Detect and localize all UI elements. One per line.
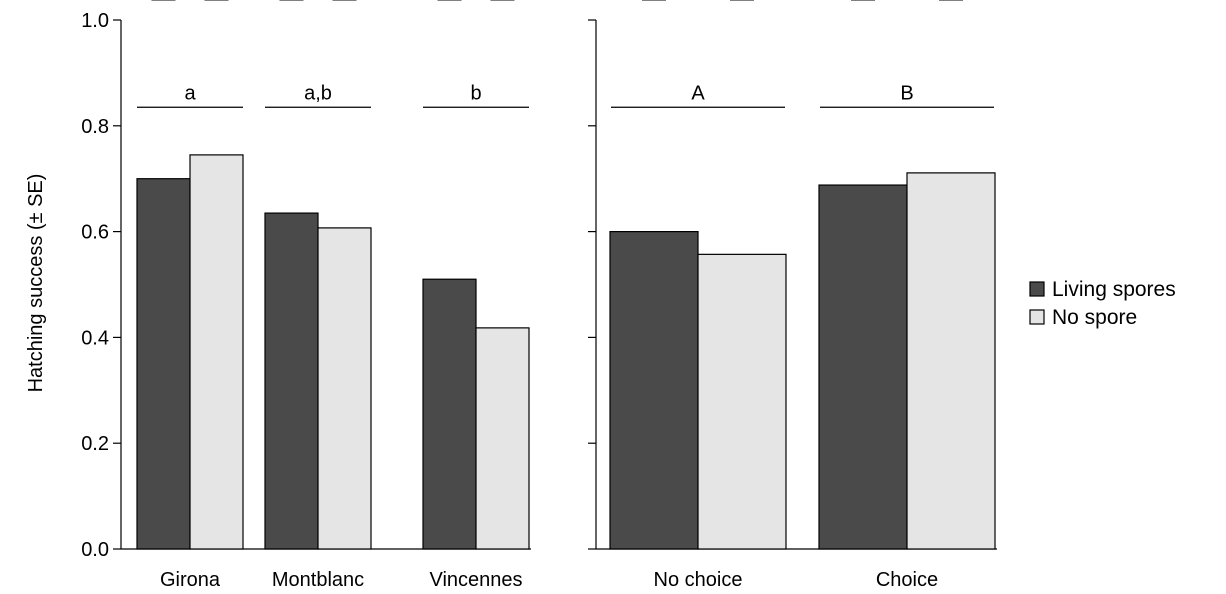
panel-right: No choice Choice A B	[588, 0, 997, 591]
legend-swatch	[1029, 281, 1045, 297]
legend: Living spores No spore	[1029, 278, 1176, 329]
bar	[609, 231, 699, 550]
significance-letter: B	[900, 82, 913, 104]
y-tick-label: 0.2	[81, 433, 109, 455]
y-axis-label: Hatching success (± SE)	[25, 174, 47, 393]
bar	[906, 172, 996, 550]
bar	[264, 212, 319, 550]
significance-letter: b	[470, 82, 481, 104]
x-tick-label: No choice	[654, 569, 743, 591]
y-tick-label: 0.0	[81, 539, 109, 561]
legend-swatch	[1029, 309, 1045, 325]
bar	[317, 227, 372, 550]
significance-letter: a,b	[304, 82, 332, 104]
legend-label: No spore	[1052, 306, 1137, 329]
bar	[136, 178, 191, 550]
legend-label: Living spores	[1052, 278, 1176, 301]
significance-letter: A	[691, 82, 705, 104]
x-tick-label: Girona	[160, 569, 221, 591]
y-tick-label: 1.0	[81, 10, 109, 32]
y-tick-label: 0.8	[81, 116, 109, 138]
bar	[189, 154, 244, 550]
y-tick-label: 0.4	[81, 327, 109, 349]
x-tick-label: Montblanc	[272, 569, 364, 591]
bar	[697, 253, 787, 550]
y-tick-label: 0.6	[81, 222, 109, 244]
bar	[422, 278, 477, 550]
bar	[818, 184, 908, 550]
significance-letter: a	[184, 82, 196, 104]
panel-left: 0.0 0.2 0.4 0.6 0.8 1.0 Girona Montblanc Vincenn…	[81, 0, 531, 591]
x-tick-label: Vincennes	[429, 569, 522, 591]
bar	[475, 327, 530, 550]
x-tick-label: Choice	[876, 569, 938, 591]
